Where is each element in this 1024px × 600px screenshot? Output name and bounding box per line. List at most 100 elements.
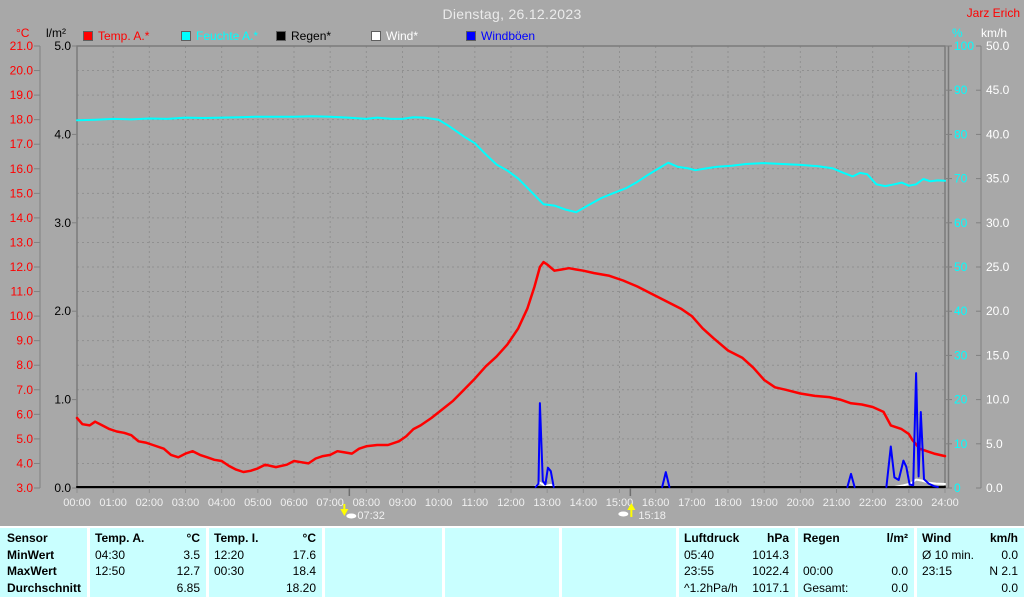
rain-axis-label: 0.0 <box>54 481 71 495</box>
column-name: Temp. A. <box>95 531 145 545</box>
wind-axis-label: 35.0 <box>986 172 1010 186</box>
wind-axis-label: 40.0 <box>986 127 1010 141</box>
x-axis-label: 12:00 <box>497 497 525 509</box>
x-axis-label: 09:00 <box>389 497 417 509</box>
x-axis-label: 20:00 <box>787 497 815 509</box>
cell-value: 1014.3 <box>752 547 789 562</box>
table-cell: 12:20 17.6 <box>209 547 322 564</box>
table-column-empty <box>559 528 676 597</box>
table-column-empty <box>322 528 442 597</box>
table-column-tempa: Temp. A. °C 04:30 3.5 12:50 12.7 6.85 <box>87 528 206 597</box>
table-cell: 12:50 12.7 <box>90 563 206 580</box>
x-axis-label: 16:00 <box>642 497 670 509</box>
table-cell: 00:30 18.4 <box>209 563 322 580</box>
x-axis-label: 05:00 <box>244 497 272 509</box>
column-unit: hPa <box>766 531 789 545</box>
legend-item-temp: Temp. A.* <box>83 28 150 43</box>
page-title: Dienstag, 26.12.2023 <box>442 6 582 22</box>
wind-axis-label: 45.0 <box>986 83 1010 97</box>
humidity-axis-label: 50 <box>954 260 968 274</box>
x-axis-label: 10:00 <box>425 497 453 509</box>
table-row-label: MinWert <box>7 547 55 562</box>
x-axis-label: 02:00 <box>136 497 164 509</box>
column-name: Luftdruck <box>684 531 740 545</box>
column-unit: l/m² <box>886 531 908 545</box>
humidity-axis-label: 20 <box>954 393 968 407</box>
rain-axis-label: 5.0 <box>54 39 71 53</box>
cell-time: 05:40 <box>684 547 715 562</box>
legend-swatch-humidity <box>181 30 191 41</box>
wind-axis-label: 15.0 <box>986 348 1010 362</box>
table-column-header <box>325 530 442 547</box>
table-cell <box>562 580 676 597</box>
table-column-header <box>445 530 559 547</box>
legend-label-rain: Regen* <box>291 28 332 43</box>
legend-swatch-rain <box>276 30 286 41</box>
sunrise-marker <box>340 488 357 519</box>
table-column-empty <box>442 528 559 597</box>
x-axis-label: 13:00 <box>533 497 561 509</box>
humidity-axis-label: 90 <box>954 83 968 97</box>
cell-value: 17.6 <box>292 547 316 562</box>
series-windben <box>534 372 939 488</box>
x-axis-label: 18:00 <box>714 497 742 509</box>
legend-swatch-wind <box>371 30 381 41</box>
legend-item-wind: Wind* <box>371 29 418 43</box>
sunset-time-label: 15:18 <box>638 510 666 522</box>
table-column-tempi: Temp. I. °C 12:20 17.6 00:30 18.4 18.20 <box>206 528 322 597</box>
table-cell: ^1.2hPa/h 1017.1 <box>679 580 795 597</box>
humidity-axis-label: 100 <box>954 39 974 53</box>
temp-axis-label: 21.0 <box>10 39 34 53</box>
table-cell: Gesamt: 0.0 <box>798 580 914 597</box>
cell-value: 3.5 <box>183 547 200 562</box>
legend-swatch-gusts <box>466 30 476 41</box>
humidity-axis-unit: % <box>952 26 963 40</box>
table-column-header: Luftdruck hPa <box>679 530 795 547</box>
temp-axis-label: 19.0 <box>10 88 34 102</box>
x-axis-label: 24:00 <box>931 497 959 509</box>
table-cell <box>325 547 442 564</box>
rain-axis-unit: l/m² <box>46 26 66 40</box>
table-column-wind: Wind km/h Ø 10 min. 0.0 23:15 N 2.1 0.0 <box>914 528 1024 597</box>
legend-item-rain: Regen* <box>276 28 332 43</box>
x-axis-label: 21:00 <box>823 497 851 509</box>
table-cell <box>325 580 442 597</box>
temp-axis-label: 16.0 <box>10 162 34 176</box>
temp-axis-label: 20.0 <box>10 64 34 78</box>
legend-item-humidity: Feuchte A.* <box>181 29 258 43</box>
humidity-axis-label: 60 <box>954 216 968 230</box>
cell-value: 1017.1 <box>752 580 789 595</box>
cell-value: 0.0 <box>891 564 908 578</box>
cell-time: 12:20 <box>214 547 245 562</box>
cell-time: 23:55 <box>684 564 715 578</box>
cell-value: 12.7 <box>176 564 200 578</box>
x-axis-label: 07:00 <box>316 497 344 509</box>
legend-label-temp: Temp. A.* <box>98 28 150 43</box>
cell-time: 00:00 <box>803 564 834 578</box>
cell-time: ^1.2hPa/h <box>684 580 738 595</box>
rain-axis-label: 1.0 <box>54 393 71 407</box>
temp-axis-label: 9.0 <box>16 334 33 348</box>
temp-axis-label: 14.0 <box>10 211 34 225</box>
legend-swatch-temp <box>83 30 93 41</box>
temp-axis-unit: °C <box>16 26 30 40</box>
sun-horizon-icon <box>346 513 357 519</box>
table-row-label: Sensor <box>7 531 48 545</box>
humidity-axis-label: 30 <box>954 348 968 362</box>
table-cell: 00:00 0.0 <box>798 563 914 580</box>
table-row-label: Durchschnitt <box>7 580 82 595</box>
x-axis-label: 06:00 <box>280 497 308 509</box>
x-axis-label: 22:00 <box>859 497 887 509</box>
stats-table: Sensor MinWert MaxWert Durchschnitt Temp. A.… <box>0 526 1024 600</box>
rain-axis-label: 4.0 <box>54 127 71 141</box>
series-feuchtea <box>76 115 946 214</box>
temp-axis-label: 15.0 <box>10 186 34 200</box>
temp-axis-label: 13.0 <box>10 235 34 249</box>
sunset-marker <box>618 488 636 517</box>
cell-value: 0.0 <box>891 580 908 595</box>
table-cell: 0.0 <box>917 580 1024 597</box>
table-cell <box>562 547 676 564</box>
temp-axis-label: 18.0 <box>10 113 34 127</box>
humidity-axis-label: 70 <box>954 172 968 186</box>
